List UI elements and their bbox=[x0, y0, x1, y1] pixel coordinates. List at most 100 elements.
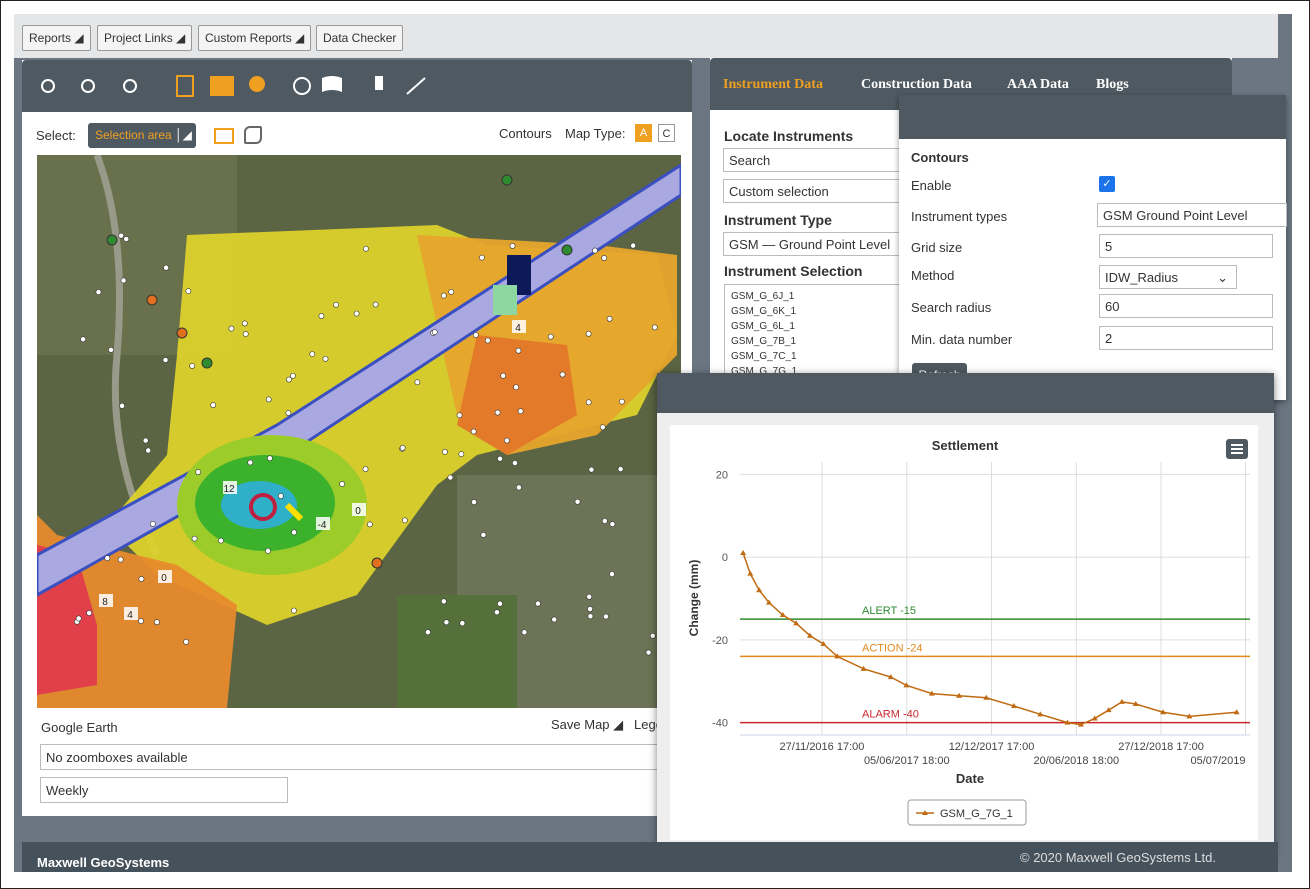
instrument-marker bbox=[471, 499, 477, 505]
contour-label-bg bbox=[512, 320, 526, 333]
map[interactable]: 12 4 -4 0 0 8 4 bbox=[37, 155, 681, 708]
contour-label-bg bbox=[352, 503, 366, 516]
point bbox=[834, 653, 841, 659]
custom-select[interactable]: Custom selection bbox=[723, 179, 903, 203]
instrument-item: GSM_G_6J_1 bbox=[731, 291, 795, 302]
point bbox=[779, 612, 786, 618]
custom-reports-button[interactable]: Custom Reports ◢ bbox=[198, 25, 312, 51]
instrument-marker bbox=[277, 493, 284, 499]
zoombox-select[interactable]: No zoomboxes available bbox=[40, 744, 660, 770]
instrument-marker bbox=[162, 357, 169, 363]
tab[interactable]: AAA Data bbox=[1007, 77, 1069, 92]
contour-label-bg bbox=[158, 570, 172, 583]
poly-select[interactable] bbox=[244, 126, 262, 144]
chart-title: Settlement bbox=[932, 438, 999, 453]
instrument-marker bbox=[425, 629, 431, 636]
instrument-list[interactable]: GSM_G_6J_1 GSM_G_6K_1 GSM_G_6L_1 GSM_G_7B_1… bbox=[724, 284, 902, 374]
instrument-item: GSM_G_7B_1 bbox=[731, 336, 797, 347]
instrument-marker bbox=[265, 547, 271, 554]
x-tick-label: 27/11/2016 17:00 bbox=[780, 741, 865, 753]
company: Maxwell GeoSystems bbox=[37, 855, 170, 870]
method-select[interactable]: IDW_Radius ⌄ bbox=[1099, 265, 1237, 289]
instrument-marker bbox=[399, 444, 406, 451]
x-axis-title: Date bbox=[956, 771, 984, 786]
point bbox=[1132, 700, 1139, 706]
instrument-marker bbox=[443, 619, 450, 626]
instrument-marker bbox=[601, 255, 608, 261]
instrument-marker bbox=[619, 398, 625, 405]
point bbox=[820, 641, 827, 646]
selection-dropdown[interactable]: Selection area │◢ bbox=[88, 123, 196, 148]
select-label: Select: bbox=[36, 128, 76, 143]
instrument-marker bbox=[609, 521, 616, 528]
instrument-marker bbox=[587, 606, 593, 612]
contour-label-bg bbox=[124, 607, 138, 620]
save-map[interactable]: Save Map ◢ bbox=[551, 717, 624, 732]
instrument-marker bbox=[458, 451, 465, 458]
instrument-marker bbox=[138, 576, 145, 582]
instrument-marker bbox=[609, 571, 615, 578]
field-label: Grid size bbox=[911, 240, 963, 255]
threshold-label: ALERT -15 bbox=[862, 605, 916, 617]
instrument-marker bbox=[86, 610, 93, 616]
instrument-marker bbox=[470, 428, 477, 435]
instrument-marker bbox=[401, 517, 408, 524]
y-tick-label: -20 bbox=[712, 635, 728, 647]
min-input[interactable]: 2 bbox=[1099, 326, 1273, 350]
type-select[interactable]: GSM — Ground Point Level bbox=[723, 232, 903, 256]
rect-select[interactable] bbox=[214, 128, 234, 144]
tab[interactable]: Construction Data bbox=[861, 77, 972, 92]
instrument-item: GSM_G_6L_1 bbox=[731, 321, 795, 332]
instrument-marker bbox=[154, 619, 160, 626]
tab[interactable]: Blogs bbox=[1096, 77, 1129, 92]
instrument-marker bbox=[108, 346, 114, 353]
legend-link[interactable]: Lege bbox=[634, 717, 663, 732]
instrument-marker bbox=[509, 243, 516, 249]
instrument-marker bbox=[645, 649, 652, 656]
legend-label: GSM_G_7G_1 bbox=[940, 808, 1013, 820]
y-axis-title: Change (mm) bbox=[687, 560, 701, 637]
heading: Instrument Selection bbox=[724, 263, 863, 279]
types-input[interactable]: GSM Ground Point Level bbox=[1097, 203, 1287, 227]
instrument-marker bbox=[448, 288, 455, 295]
instrument-marker bbox=[353, 310, 360, 317]
field-label: Search radius bbox=[911, 300, 992, 315]
map-type-a[interactable]: A bbox=[635, 124, 652, 142]
contours-link[interactable]: Contours bbox=[499, 126, 552, 141]
reports-button[interactable]: Reports ◢ bbox=[22, 25, 91, 51]
point bbox=[1010, 703, 1017, 709]
instrument-marker bbox=[146, 294, 158, 306]
instrument-marker bbox=[183, 638, 190, 645]
instrument-marker bbox=[241, 320, 248, 327]
radius-input[interactable]: 60 bbox=[1099, 294, 1273, 318]
period-select[interactable]: Weekly bbox=[40, 777, 288, 803]
instrument-marker bbox=[291, 529, 297, 536]
point bbox=[807, 632, 814, 638]
map-type-c[interactable]: C bbox=[658, 124, 675, 142]
legend-marker bbox=[922, 810, 928, 815]
point bbox=[1159, 709, 1166, 715]
instrument-marker bbox=[285, 410, 292, 416]
search-input[interactable]: Search bbox=[723, 148, 903, 172]
instrument-marker bbox=[484, 337, 491, 344]
instrument-marker bbox=[512, 460, 518, 466]
instrument-marker bbox=[587, 613, 594, 620]
instrument-marker bbox=[431, 329, 438, 336]
label: Save Map bbox=[551, 717, 610, 732]
instrument-marker bbox=[585, 330, 592, 337]
instrument-marker bbox=[265, 396, 272, 403]
instrument-marker bbox=[309, 351, 316, 358]
data-checker-button[interactable]: Data Checker bbox=[316, 25, 404, 51]
instrument-marker bbox=[442, 448, 448, 455]
instrument-marker bbox=[494, 409, 501, 416]
enable-checkbox[interactable]: ✓ bbox=[1099, 176, 1115, 192]
point bbox=[1118, 698, 1125, 704]
instrument-marker bbox=[559, 371, 566, 378]
instrument-marker bbox=[440, 598, 447, 605]
point bbox=[956, 692, 963, 698]
project-links-button[interactable]: Project Links ◢ bbox=[97, 25, 193, 51]
instrument-marker bbox=[480, 532, 487, 538]
tab[interactable]: Instrument Data bbox=[723, 77, 823, 92]
instrument-marker bbox=[500, 372, 507, 379]
grid-input[interactable]: 5 bbox=[1099, 234, 1273, 258]
